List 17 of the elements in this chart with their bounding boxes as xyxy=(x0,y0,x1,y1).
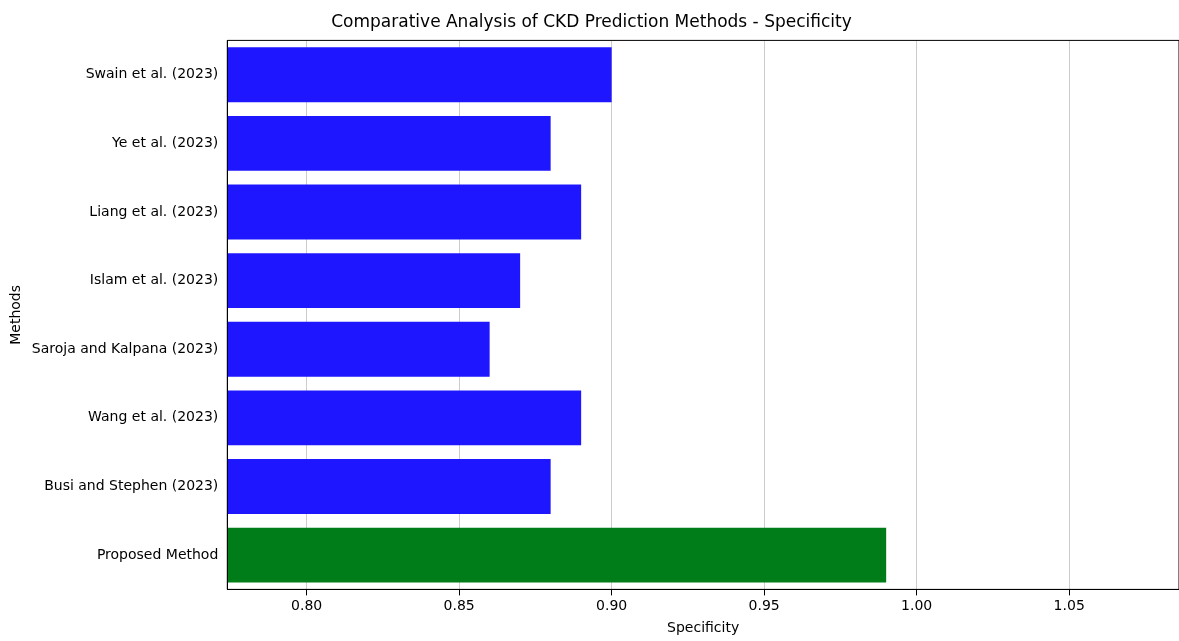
y-tick-label: Ye et al. (2023) xyxy=(111,133,219,150)
y-tick-label: Liang et al. (2023) xyxy=(89,202,219,219)
chart-title: Comparative Analysis of CKD Prediction Methods - Specificity xyxy=(331,10,852,31)
x-tick-label: 0.85 xyxy=(443,597,475,614)
x-tick-label: 1.05 xyxy=(1053,597,1085,614)
y-tick-label: Proposed Method xyxy=(96,545,219,562)
y-axis-title: Methods xyxy=(7,284,24,345)
y-tick-label: Wang et al. (2023) xyxy=(88,408,219,425)
x-axis-title: Specificity xyxy=(667,619,740,636)
x-tick-label: 0.95 xyxy=(748,597,780,614)
y-tick-label: Saroja and Kalpana (2023) xyxy=(31,339,219,356)
y-tick-label: Swain et al. (2023) xyxy=(85,65,219,82)
x-tick-label: 0.90 xyxy=(596,597,628,614)
x-tick-label: 0.80 xyxy=(291,597,323,614)
y-tick-label: Islam et al. (2023) xyxy=(89,271,219,288)
y-tick-label: Busi and Stephen (2023) xyxy=(44,477,219,494)
x-tick-label: 1.00 xyxy=(901,597,933,614)
